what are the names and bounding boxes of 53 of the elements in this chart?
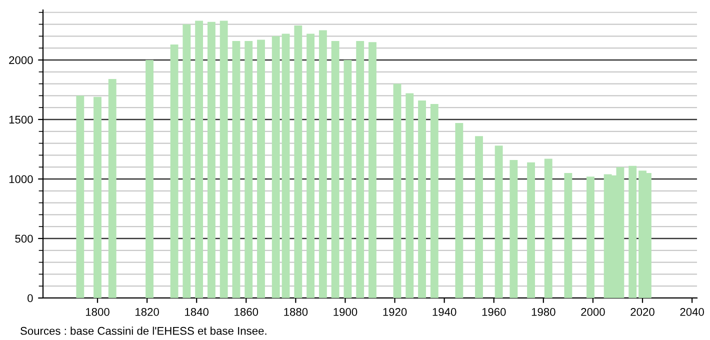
- bar: [430, 104, 438, 298]
- x-tick-label: 2000: [581, 308, 605, 316]
- bar: [368, 42, 376, 298]
- bar: [494, 146, 503, 298]
- x-tick-label: 1840: [185, 308, 209, 316]
- bar: [257, 40, 265, 298]
- bar: [306, 34, 315, 298]
- bar: [527, 162, 535, 298]
- bar: [344, 60, 352, 298]
- bar: [544, 158, 552, 298]
- bar: [76, 96, 84, 298]
- bar: [170, 44, 178, 298]
- bar: [244, 40, 253, 298]
- bar: [455, 123, 464, 298]
- source-note: Sources : base Cassini de l'EHESS et base Insee.: [20, 326, 266, 335]
- bar: [94, 96, 102, 298]
- bar: [294, 25, 302, 298]
- bar: [331, 40, 340, 298]
- x-tick-label: 1900: [334, 308, 358, 316]
- x-tick-label: 1800: [86, 308, 110, 316]
- bar: [510, 160, 518, 298]
- x-tick-label: 1960: [482, 308, 506, 316]
- bar: [195, 20, 204, 298]
- x-tick-label: 1880: [284, 308, 308, 316]
- y-tick-label: 1500: [9, 116, 33, 124]
- bar: [564, 173, 572, 298]
- y-tick-label: 0: [28, 294, 33, 302]
- x-tick-label: 1940: [432, 308, 456, 316]
- bar: [182, 24, 191, 298]
- bar: [406, 93, 414, 298]
- bar: [108, 79, 116, 298]
- bar: [393, 84, 402, 298]
- bar: [318, 30, 327, 298]
- x-tick-label: 2020: [630, 308, 654, 316]
- bar: [146, 60, 154, 298]
- y-tick-label: 1000: [9, 175, 33, 184]
- x-tick-label: 1860: [234, 308, 258, 316]
- x-tick-label: 1920: [383, 308, 407, 316]
- bar: [272, 36, 280, 298]
- bar: [418, 100, 426, 298]
- bar: [282, 34, 290, 298]
- bar: [232, 40, 240, 298]
- x-tick-label: 2040: [680, 308, 704, 316]
- y-tick-label: 2000: [9, 56, 33, 64]
- bar: [356, 40, 364, 298]
- bar: [207, 22, 216, 298]
- bar: [628, 166, 637, 298]
- y-tick-label: 500: [15, 234, 33, 243]
- bar: [475, 136, 483, 298]
- x-tick-label: 1980: [532, 308, 556, 316]
- bar: [220, 20, 228, 298]
- bar: [586, 176, 594, 298]
- x-tick-label: 1820: [136, 308, 159, 316]
